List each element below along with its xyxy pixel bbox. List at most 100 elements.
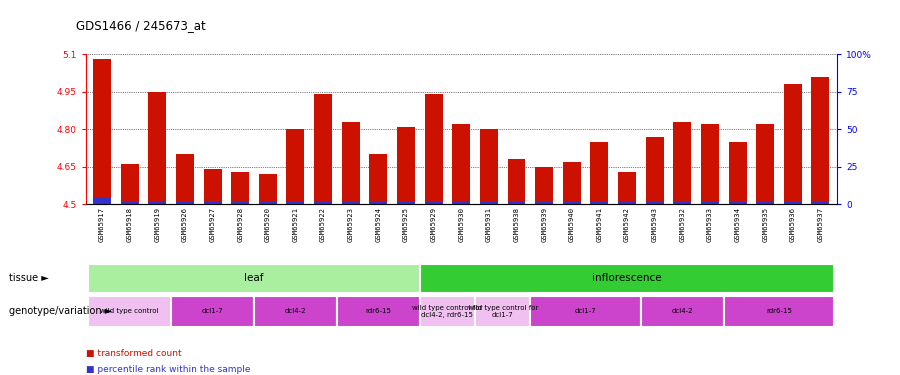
Bar: [254, 296, 337, 327]
Bar: [729, 202, 746, 204]
Bar: [176, 202, 194, 204]
Bar: [618, 202, 636, 204]
Text: wild type control for
dcl4-2, rdr6-15: wild type control for dcl4-2, rdr6-15: [412, 305, 482, 318]
Bar: [419, 296, 475, 327]
Bar: [369, 202, 387, 204]
Bar: [231, 172, 249, 204]
Bar: [784, 84, 802, 204]
Text: GSM65918: GSM65918: [127, 207, 132, 242]
Bar: [425, 94, 443, 204]
Bar: [475, 296, 530, 327]
Bar: [88, 264, 419, 293]
Bar: [171, 296, 254, 327]
Text: dcl1-7: dcl1-7: [202, 308, 223, 314]
Bar: [590, 202, 608, 204]
Bar: [508, 159, 526, 204]
Bar: [425, 202, 443, 204]
Text: GSM65932: GSM65932: [680, 207, 685, 242]
Bar: [701, 124, 719, 204]
Bar: [562, 162, 580, 204]
Bar: [93, 59, 111, 204]
Bar: [508, 202, 526, 204]
Bar: [397, 202, 415, 204]
Text: GSM65929: GSM65929: [430, 207, 436, 242]
Text: rdr6-15: rdr6-15: [365, 308, 392, 314]
Text: GSM65941: GSM65941: [597, 207, 602, 242]
Text: GSM65943: GSM65943: [652, 207, 658, 242]
Text: GSM65937: GSM65937: [817, 207, 824, 242]
Bar: [480, 129, 498, 204]
Bar: [453, 202, 470, 204]
Text: GSM65925: GSM65925: [403, 207, 409, 242]
Text: GSM65917: GSM65917: [99, 207, 105, 242]
Bar: [729, 142, 746, 204]
Text: dcl4-2: dcl4-2: [284, 308, 306, 314]
Bar: [590, 142, 608, 204]
Bar: [724, 296, 834, 327]
Text: GSM65939: GSM65939: [541, 207, 547, 242]
Text: rdr6-15: rdr6-15: [766, 308, 792, 314]
Bar: [231, 202, 249, 204]
Bar: [203, 170, 221, 204]
Text: GSM65920: GSM65920: [265, 207, 271, 242]
Text: GSM65924: GSM65924: [375, 207, 382, 242]
Bar: [645, 137, 663, 204]
Text: GSM65919: GSM65919: [154, 207, 160, 242]
Text: GSM65931: GSM65931: [486, 207, 492, 242]
Bar: [562, 202, 580, 204]
Text: GSM65942: GSM65942: [624, 207, 630, 242]
Bar: [337, 296, 419, 327]
Text: wild type control for
dcl1-7: wild type control for dcl1-7: [467, 305, 538, 318]
Text: dcl4-2: dcl4-2: [671, 308, 693, 314]
Text: GSM65928: GSM65928: [238, 207, 243, 242]
Bar: [342, 122, 360, 204]
Text: GSM65935: GSM65935: [762, 207, 769, 242]
Text: GSM65927: GSM65927: [210, 207, 216, 242]
Bar: [286, 129, 304, 204]
Bar: [121, 202, 139, 204]
Text: GSM65940: GSM65940: [569, 207, 575, 242]
Bar: [148, 92, 166, 204]
Bar: [93, 198, 111, 204]
Bar: [259, 202, 277, 204]
Bar: [203, 202, 221, 204]
Bar: [641, 296, 724, 327]
Bar: [756, 202, 774, 204]
Text: GSM65921: GSM65921: [292, 207, 299, 242]
Text: GSM65922: GSM65922: [320, 207, 326, 242]
Bar: [536, 202, 554, 204]
Bar: [314, 94, 332, 204]
Text: GSM65936: GSM65936: [790, 207, 796, 242]
Bar: [536, 167, 554, 204]
Bar: [673, 202, 691, 204]
Text: tissue ►: tissue ►: [9, 273, 49, 284]
Bar: [645, 202, 663, 204]
Text: ■ percentile rank within the sample: ■ percentile rank within the sample: [86, 364, 250, 374]
Text: GSM65923: GSM65923: [347, 207, 354, 242]
Bar: [314, 202, 332, 204]
Bar: [701, 202, 719, 204]
Bar: [397, 127, 415, 204]
Bar: [784, 202, 802, 204]
Bar: [419, 264, 834, 293]
Text: GDS1466 / 245673_at: GDS1466 / 245673_at: [76, 19, 206, 32]
Bar: [121, 164, 139, 204]
Bar: [286, 202, 304, 204]
Bar: [756, 124, 774, 204]
Text: GSM65938: GSM65938: [514, 207, 519, 242]
Text: dcl1-7: dcl1-7: [575, 308, 597, 314]
Text: GSM65933: GSM65933: [706, 207, 713, 242]
Text: GSM65934: GSM65934: [734, 207, 741, 242]
Bar: [88, 296, 171, 327]
Text: GSM65930: GSM65930: [458, 207, 464, 242]
Text: genotype/variation ►: genotype/variation ►: [9, 306, 112, 316]
Bar: [259, 174, 277, 204]
Text: leaf: leaf: [244, 273, 264, 284]
Bar: [812, 202, 830, 204]
Text: ■ transformed count: ■ transformed count: [86, 349, 181, 358]
Text: inflorescence: inflorescence: [592, 273, 662, 284]
Bar: [812, 77, 830, 204]
Bar: [453, 124, 470, 204]
Bar: [618, 172, 636, 204]
Bar: [480, 202, 498, 204]
